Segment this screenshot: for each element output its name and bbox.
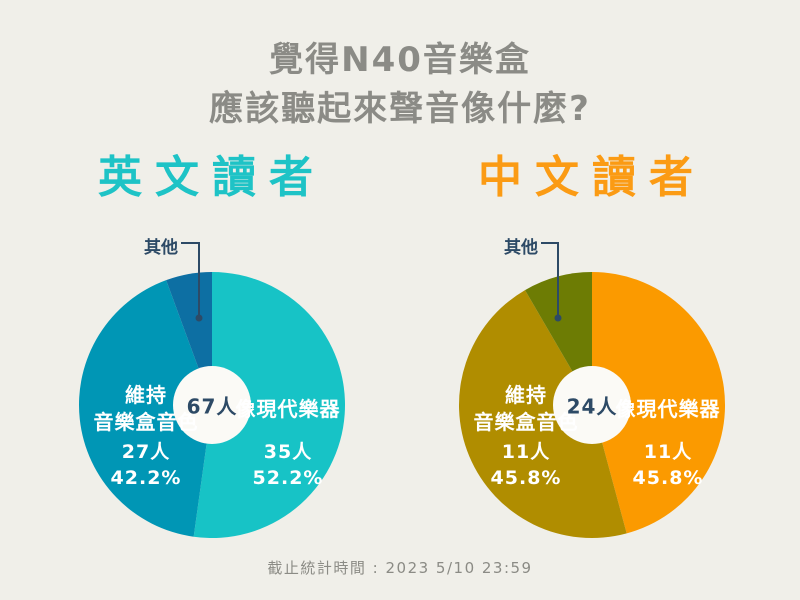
- other-slice-callout-label: 其他: [144, 238, 178, 258]
- slice-percentage: 45.8%: [632, 467, 704, 489]
- slice-label-modern-instrument: 像現代樂器 35人 52.2%: [236, 396, 341, 491]
- slice-count: 35人: [263, 441, 313, 463]
- page-title-line2: 應該聽起來聲音像什麼?: [209, 89, 591, 129]
- english-readers-donut-chart: [79, 242, 346, 538]
- slice-percentage: 45.8%: [490, 467, 562, 489]
- donut-hole: [553, 366, 631, 444]
- page-title-line1: 覺得N40音樂盒: [269, 40, 531, 80]
- pie-slice-modern-instrument: [592, 272, 726, 534]
- slice-name-line: 像現代樂器: [235, 397, 341, 421]
- other-callout-dot: [554, 314, 562, 322]
- slice-label-keep-musicbox-tone: 維持 音樂盒音色 11人 45.8%: [474, 382, 579, 491]
- pie-slice-keep-musicbox-tone: [458, 290, 627, 539]
- pie-slice-keep-musicbox-tone: [79, 280, 212, 537]
- english-readers-title: 英文讀者: [98, 152, 326, 203]
- chinese-readers-chart: 中文讀者 其他 維持 音樂盒音色 11人 45.8% 像現代樂器 11人 45.…: [400, 150, 784, 570]
- english-readers-chart: 英文讀者 其他 維持 音樂盒音色 27人 42.2% 像現代樂器 35人 52.…: [20, 150, 404, 570]
- slice-percentage: 52.2%: [252, 467, 324, 489]
- total-respondents-label: 24人: [566, 394, 618, 419]
- slice-name-line: 音樂盒音色: [93, 410, 199, 434]
- chinese-readers-title: 中文讀者: [478, 152, 706, 203]
- slice-name-line: 音樂盒音色: [473, 410, 579, 434]
- chinese-readers-donut-chart: [458, 242, 726, 539]
- slice-name-line: 維持: [505, 383, 547, 407]
- slice-count: 11人: [643, 441, 693, 463]
- donut-hole: [173, 366, 251, 444]
- slice-label-modern-instrument: 像現代樂器 11人 45.8%: [616, 396, 721, 491]
- other-callout-line: [541, 242, 559, 318]
- slice-label-keep-musicbox-tone: 維持 音樂盒音色 27人 42.2%: [94, 382, 199, 491]
- slice-name-line: 像現代樂器: [615, 397, 721, 421]
- page-title: 覺得N40音樂盒 應該聽起來聲音像什麼?: [0, 36, 800, 134]
- slice-count: 11人: [501, 441, 551, 463]
- slice-count: 27人: [121, 441, 171, 463]
- slice-percentage: 42.2%: [110, 467, 182, 489]
- pie-slice-modern-instrument: [193, 272, 346, 538]
- slice-name-line: 維持: [125, 383, 167, 407]
- footer-cutoff-time: 截止統計時間 : 2023 5/10 23:59: [267, 559, 533, 577]
- total-respondents-label: 67人: [186, 394, 238, 419]
- other-slice-callout-label: 其他: [504, 238, 538, 258]
- other-callout-dot: [195, 314, 203, 322]
- other-callout-line: [181, 242, 200, 318]
